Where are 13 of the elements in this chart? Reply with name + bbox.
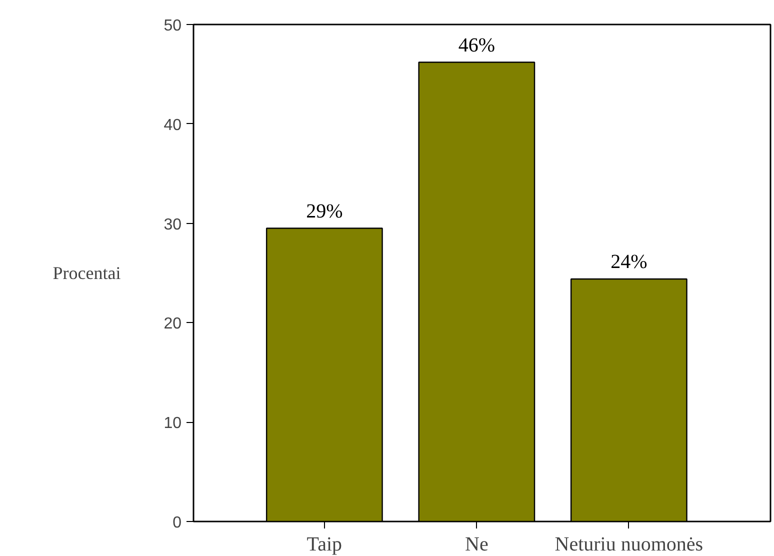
data-label: 29% [306, 200, 343, 222]
x-tick-label: Neturiu nuomonės [554, 534, 704, 556]
data-label: 24% [610, 250, 648, 273]
y-tick-label: 50 [164, 18, 182, 34]
y-tick-label: 10 [164, 415, 182, 432]
y-tick-label: 30 [164, 216, 182, 234]
x-tick-label: Ne [465, 534, 488, 556]
y-axis-title: Procentai [52, 263, 121, 283]
y-tick-label: 40 [164, 116, 182, 134]
x-tick-label: Taip [306, 534, 342, 556]
data-label: 46% [458, 34, 496, 56]
y-tick-label: 0 [172, 514, 182, 532]
y-tick-label: 20 [164, 316, 182, 333]
